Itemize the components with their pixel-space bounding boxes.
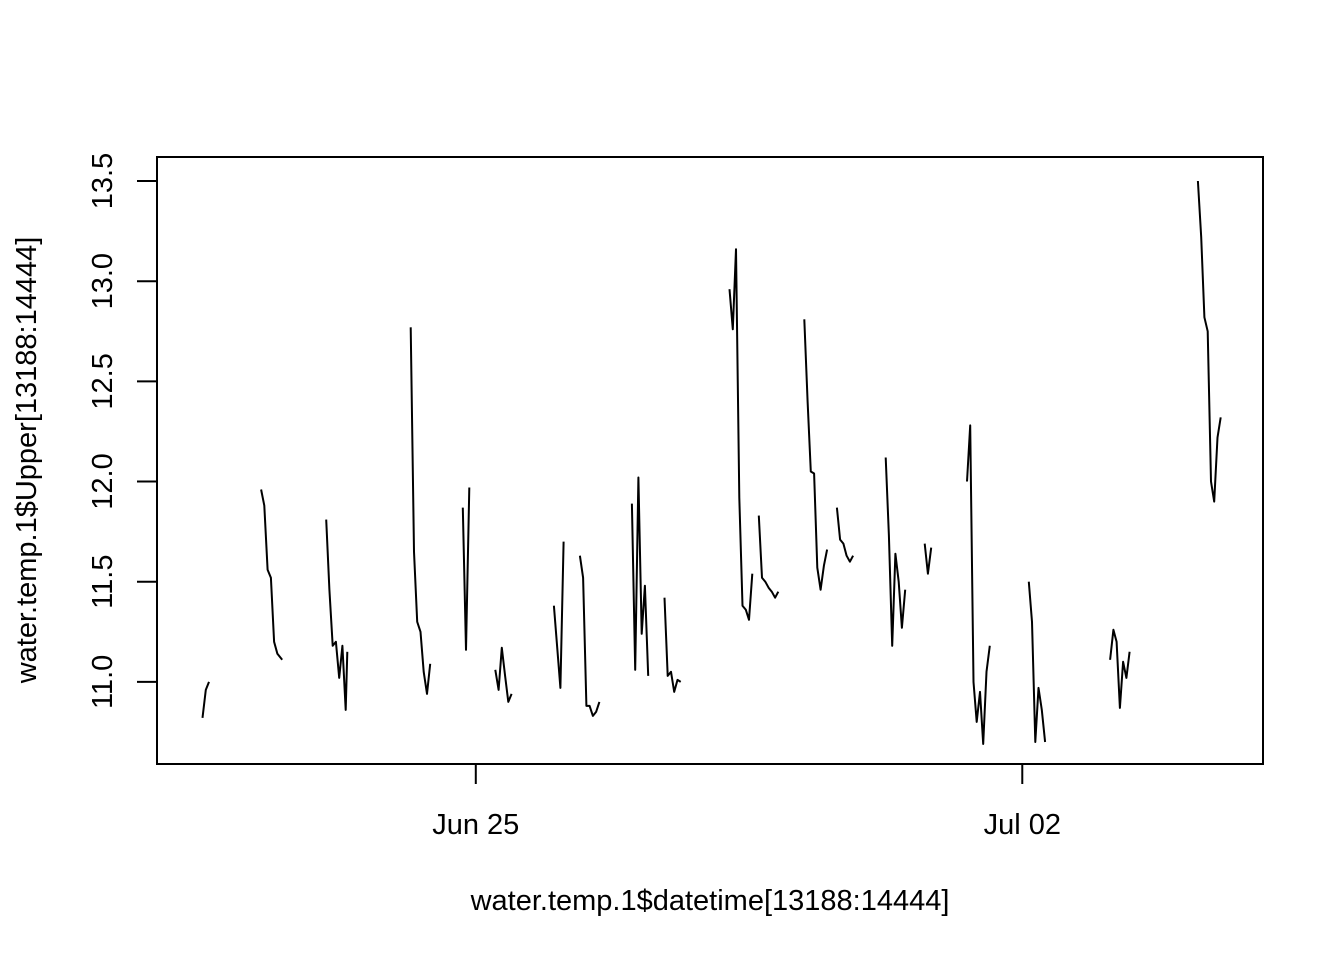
series-line-segment-14 [835, 507, 854, 563]
y-tick-label: 12.0 [87, 453, 119, 509]
series-line-segment-3 [325, 519, 349, 711]
x-axis-label: water.temp.1$datetime[13188:14444] [470, 885, 950, 917]
y-axis-label: water.temp.1$Upper[13188:14444] [11, 237, 43, 685]
series-line-segment-6 [494, 646, 513, 703]
y-tick-label: 13.5 [87, 153, 119, 209]
series-line-segment-10 [663, 597, 682, 693]
series-line-segment-1 [201, 681, 210, 719]
series-line-segment-9 [630, 476, 650, 676]
y-tick-label: 12.5 [87, 353, 119, 409]
series-line-segment-7 [552, 541, 565, 689]
x-tick-label: Jul 02 [984, 809, 1061, 841]
series-line-segment-17 [966, 424, 991, 745]
series-line-segment-18 [1027, 581, 1047, 743]
x-tick-label: Jun 25 [432, 809, 519, 841]
plot-frame [156, 156, 1264, 765]
x-axis: Jun 25 Jul 02 [432, 763, 1061, 841]
series-line-segment-20 [1196, 180, 1222, 503]
series-line-segment-15 [884, 457, 907, 647]
y-tick-label: 13.0 [87, 253, 119, 309]
series-line-segment-2 [260, 489, 283, 661]
series-line-segment-19 [1109, 628, 1131, 709]
series-line-segment-5 [461, 487, 471, 651]
series-line-segment-8 [578, 555, 601, 717]
series-line-segment-4 [409, 327, 432, 695]
series-line-segment-13 [803, 319, 829, 591]
y-tick-label: 11.0 [87, 655, 119, 709]
series-line-segment-11 [728, 248, 754, 621]
series-line-segment-12 [757, 515, 780, 599]
y-tick-label: 11.5 [87, 555, 119, 609]
series-line-segment-16 [923, 543, 933, 575]
series-layer [201, 180, 1222, 745]
y-axis: 11.0 11.5 12.0 12.5 13.0 13.5 [87, 153, 158, 709]
